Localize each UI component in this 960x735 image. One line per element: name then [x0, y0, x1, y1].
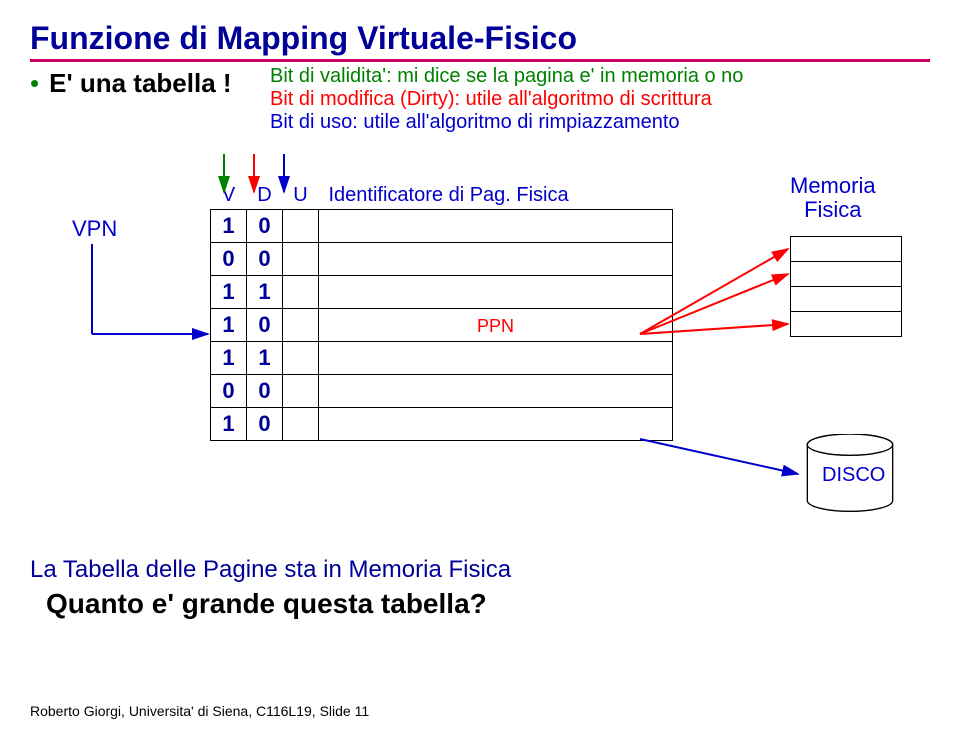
- description-block: Bit di validita': mi dice se la pagina e…: [270, 65, 930, 134]
- cell-u: [283, 243, 319, 276]
- memory-row: [791, 287, 901, 312]
- cell-v: 1: [211, 210, 247, 243]
- cell-v: 0: [211, 243, 247, 276]
- ppn-label: PPN: [477, 316, 514, 336]
- cell-d: 0: [247, 408, 283, 441]
- cell-v: 1: [211, 309, 247, 342]
- title-text: Funzione di Mapping Virtuale-Fisico: [30, 20, 577, 56]
- cell-v: 0: [211, 375, 247, 408]
- page-table-header: V D U Identificatore di Pag. Fisica: [211, 184, 673, 210]
- cell-d: 1: [247, 342, 283, 375]
- cell-v: 1: [211, 342, 247, 375]
- bullet-dot: •: [30, 68, 39, 99]
- disk-arrow: [640, 439, 798, 474]
- desc-validity: Bit di validita': mi dice se la pagina e…: [270, 65, 930, 88]
- cell-id: [319, 276, 673, 309]
- memory-row: [791, 312, 901, 336]
- cell-u: [283, 375, 319, 408]
- cell-d: 1: [247, 276, 283, 309]
- table-row: 11: [211, 276, 673, 309]
- cell-id: [319, 375, 673, 408]
- cell-d: 0: [247, 309, 283, 342]
- cell-u: [283, 342, 319, 375]
- table-row: 10: [211, 210, 673, 243]
- bottom-line-2: Quanto e' grande questa tabella?: [46, 588, 930, 620]
- desc-dirty: Bit di modifica (Dirty): utile all'algor…: [270, 88, 930, 111]
- cell-id: [319, 210, 673, 243]
- cell-v: 1: [211, 408, 247, 441]
- diagram-area: VPN V D U Identificatore di Pag. Fisica …: [30, 154, 930, 554]
- col-header-d: D: [247, 184, 283, 210]
- page-table: V D U Identificatore di Pag. Fisica 1000…: [210, 184, 673, 441]
- col-header-v: V: [211, 184, 247, 210]
- memory-label-1: Memoria: [790, 173, 876, 198]
- cell-v: 1: [211, 276, 247, 309]
- table-row: 10: [211, 408, 673, 441]
- col-header-u: U: [283, 184, 319, 210]
- desc-use: Bit di uso: utile all'algoritmo di rimpi…: [270, 111, 930, 134]
- memory-box: [790, 236, 902, 337]
- cell-u: [283, 408, 319, 441]
- table-row: 00: [211, 243, 673, 276]
- subtitle-text: E' una tabella !: [49, 68, 231, 99]
- disk-label: DISCO: [822, 464, 885, 487]
- cell-id: [319, 243, 673, 276]
- col-header-id: Identificatore di Pag. Fisica: [319, 184, 673, 210]
- slide-footer: Roberto Giorgi, Universita' di Siena, C1…: [30, 703, 369, 719]
- cell-u: [283, 276, 319, 309]
- table-row: 10 PPN: [211, 309, 673, 342]
- cell-d: 0: [247, 375, 283, 408]
- bottom-text: La Tabella delle Pagine sta in Memoria F…: [30, 556, 930, 620]
- bottom-line-1: La Tabella delle Pagine sta in Memoria F…: [30, 556, 930, 584]
- memory-label: Memoria Fisica: [790, 174, 876, 222]
- cell-id: PPN: [319, 309, 673, 342]
- memory-row: [791, 237, 901, 262]
- cell-u: [283, 309, 319, 342]
- slide-title: Funzione di Mapping Virtuale-Fisico: [30, 20, 930, 57]
- cell-id: [319, 408, 673, 441]
- cell-d: 0: [247, 210, 283, 243]
- cell-u: [283, 210, 319, 243]
- cell-d: 0: [247, 243, 283, 276]
- memory-row: [791, 262, 901, 287]
- cell-id: [319, 342, 673, 375]
- table-row: 11: [211, 342, 673, 375]
- title-underline: [30, 59, 930, 62]
- vpn-label: VPN: [72, 216, 117, 242]
- memory-label-2: Fisica: [804, 197, 861, 222]
- table-row: 00: [211, 375, 673, 408]
